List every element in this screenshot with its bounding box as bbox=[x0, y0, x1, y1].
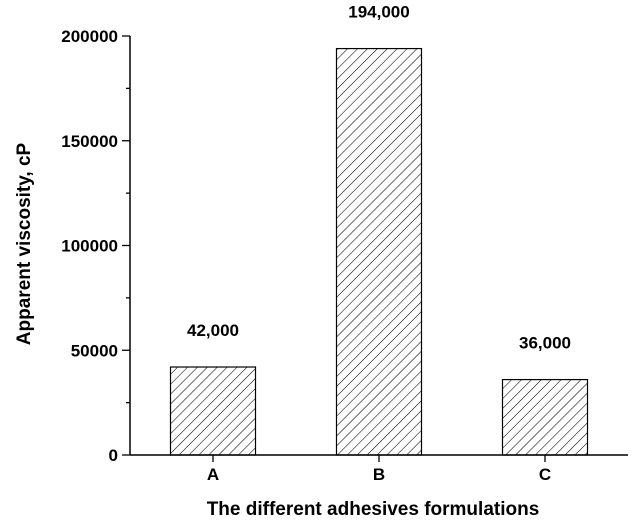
bar-a bbox=[169, 366, 257, 456]
y-tick-label: 200000 bbox=[61, 27, 118, 46]
x-axis-title: The different adhesives formulations bbox=[207, 499, 540, 520]
y-tick-label: 150000 bbox=[61, 132, 118, 151]
data-labels-group: 42,000 194,000 36,000 bbox=[187, 3, 571, 353]
bar-b bbox=[335, 47, 423, 456]
axes-group: A B C 0 50000 100000 150000 200000 bbox=[61, 27, 628, 484]
y-axis-title: Apparent viscosity, cP bbox=[14, 142, 35, 345]
x-tick-label: B bbox=[373, 465, 385, 484]
bar-c bbox=[501, 378, 589, 456]
y-tick-label: 50000 bbox=[71, 341, 118, 360]
data-label-b: 194,000 bbox=[348, 3, 409, 22]
data-label-c: 36,000 bbox=[519, 334, 571, 353]
data-label-a: 42,000 bbox=[187, 321, 239, 340]
bars-group bbox=[169, 47, 589, 456]
y-tick-label: 0 bbox=[109, 446, 118, 465]
x-tick-label: A bbox=[207, 465, 219, 484]
y-tick-label: 100000 bbox=[61, 237, 118, 256]
x-tick-label: C bbox=[539, 465, 551, 484]
